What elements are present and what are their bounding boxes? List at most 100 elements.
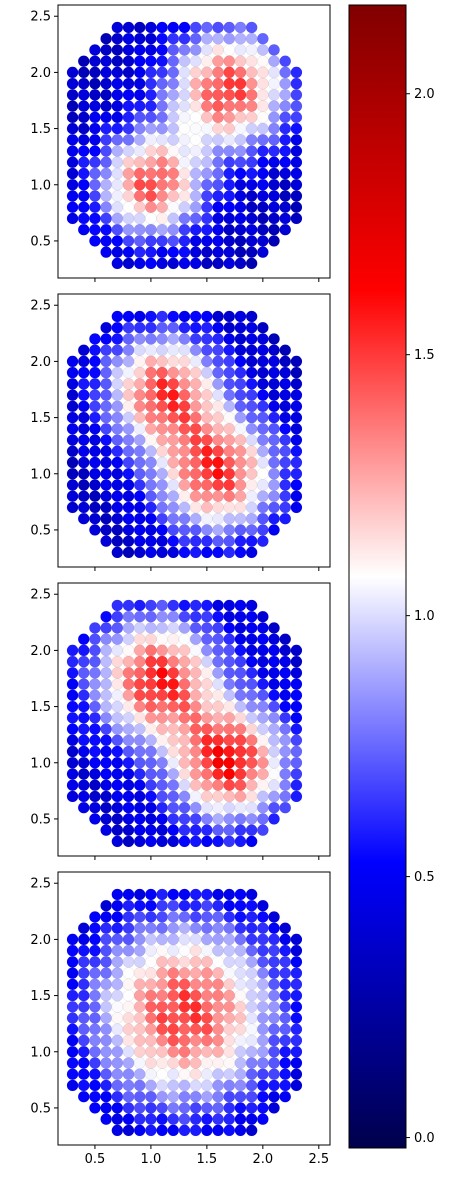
data-point bbox=[223, 779, 236, 792]
data-point bbox=[178, 389, 191, 401]
data-point bbox=[178, 122, 191, 135]
data-point bbox=[100, 389, 112, 401]
data-point bbox=[201, 824, 213, 836]
data-point bbox=[100, 333, 112, 345]
data-point bbox=[77, 501, 90, 514]
data-point bbox=[111, 911, 124, 923]
data-point bbox=[167, 824, 180, 836]
data-point bbox=[122, 178, 135, 191]
data-point bbox=[189, 1012, 202, 1024]
data-point bbox=[66, 689, 79, 702]
data-point bbox=[111, 257, 124, 270]
data-point bbox=[245, 411, 258, 424]
colorbar: 0.00.51.01.52.0 bbox=[348, 4, 435, 1149]
data-point bbox=[145, 1001, 157, 1013]
data-point bbox=[268, 689, 280, 702]
data-point bbox=[77, 111, 90, 124]
data-point bbox=[178, 1001, 191, 1013]
data-point bbox=[66, 501, 79, 514]
data-point bbox=[201, 201, 213, 214]
data-point bbox=[257, 246, 269, 258]
data-point bbox=[223, 423, 236, 435]
data-point bbox=[100, 524, 112, 536]
data-point bbox=[245, 1079, 258, 1092]
data-point bbox=[268, 667, 280, 679]
data-point bbox=[257, 801, 269, 814]
data-point bbox=[145, 801, 157, 814]
data-point bbox=[234, 1012, 247, 1024]
data-point bbox=[234, 644, 247, 657]
data-point bbox=[66, 467, 79, 480]
data-point bbox=[167, 899, 180, 912]
data-point bbox=[122, 989, 135, 1002]
data-point bbox=[133, 167, 146, 180]
data-point bbox=[189, 44, 202, 56]
data-point bbox=[245, 1012, 258, 1024]
data-point bbox=[268, 801, 280, 814]
data-point bbox=[178, 89, 191, 101]
data-point bbox=[122, 479, 135, 491]
data-point bbox=[257, 790, 269, 803]
data-point bbox=[245, 678, 258, 690]
data-point bbox=[290, 411, 303, 424]
data-point bbox=[122, 1113, 135, 1125]
data-point bbox=[212, 201, 224, 214]
data-point bbox=[100, 178, 112, 191]
data-point bbox=[111, 344, 124, 356]
data-point bbox=[167, 667, 180, 679]
data-point bbox=[77, 66, 90, 79]
data-point bbox=[178, 1034, 191, 1047]
data-point bbox=[133, 212, 146, 225]
data-point bbox=[257, 667, 269, 679]
data-point bbox=[257, 456, 269, 469]
data-point bbox=[66, 89, 79, 101]
data-point bbox=[77, 734, 90, 747]
data-point bbox=[178, 355, 191, 368]
data-point bbox=[89, 77, 101, 90]
data-point bbox=[178, 967, 191, 979]
data-point bbox=[290, 378, 303, 390]
data-point bbox=[189, 366, 202, 379]
data-point bbox=[223, 178, 236, 191]
data-point bbox=[111, 745, 124, 758]
data-point bbox=[234, 400, 247, 413]
data-point bbox=[122, 1068, 135, 1081]
data-point bbox=[145, 644, 157, 657]
data-point bbox=[122, 501, 135, 514]
data-point bbox=[290, 201, 303, 214]
data-point bbox=[234, 355, 247, 368]
data-point bbox=[122, 400, 135, 413]
data-point bbox=[133, 501, 146, 514]
data-point bbox=[201, 89, 213, 101]
data-point bbox=[156, 378, 168, 390]
data-point bbox=[133, 100, 146, 112]
data-point bbox=[111, 235, 124, 247]
data-point bbox=[234, 1045, 247, 1058]
data-point bbox=[100, 712, 112, 724]
data-point bbox=[89, 156, 101, 169]
y-tick-label: 2.0 bbox=[30, 355, 51, 370]
data-point bbox=[133, 389, 146, 401]
data-point bbox=[268, 44, 280, 56]
data-point bbox=[201, 655, 213, 668]
data-point bbox=[111, 1023, 124, 1036]
data-point bbox=[156, 956, 168, 968]
data-point bbox=[156, 235, 168, 247]
data-point bbox=[212, 967, 224, 979]
data-point bbox=[111, 223, 124, 236]
data-point bbox=[156, 512, 168, 525]
data-point bbox=[77, 212, 90, 225]
data-point bbox=[223, 21, 236, 34]
data-point bbox=[111, 944, 124, 957]
data-point bbox=[133, 1034, 146, 1047]
data-point bbox=[100, 1045, 112, 1058]
data-point bbox=[234, 434, 247, 446]
data-point bbox=[89, 55, 101, 67]
data-point bbox=[178, 423, 191, 435]
data-point bbox=[279, 689, 292, 702]
data-point bbox=[122, 445, 135, 458]
data-point bbox=[189, 1102, 202, 1114]
data-point bbox=[145, 1068, 157, 1081]
data-point bbox=[77, 100, 90, 112]
data-point bbox=[268, 978, 280, 991]
